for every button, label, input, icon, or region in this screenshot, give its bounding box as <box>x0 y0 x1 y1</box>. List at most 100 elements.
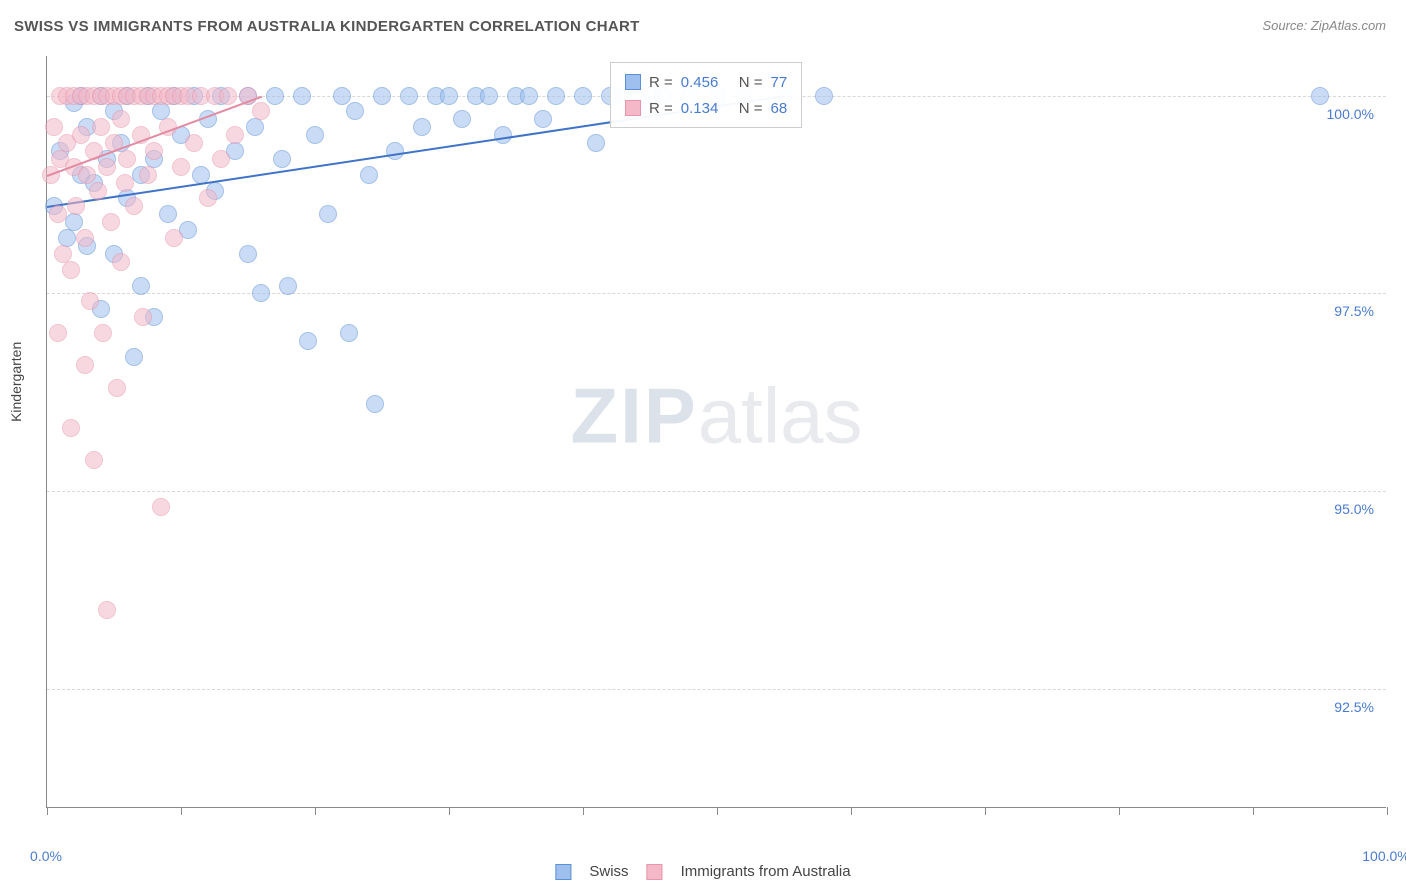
y-tick-label: 95.0% <box>1334 501 1374 517</box>
n-value-swiss: 77 <box>771 74 788 91</box>
data-point <box>98 601 116 619</box>
gridline <box>47 491 1386 492</box>
data-point <box>815 87 833 105</box>
data-point <box>547 87 565 105</box>
x-tick <box>1119 807 1120 815</box>
data-point <box>49 205 67 223</box>
data-point <box>346 102 364 120</box>
data-point <box>81 292 99 310</box>
bottom-swatch-swiss <box>555 864 571 880</box>
watermark-zip: ZIP <box>570 372 697 460</box>
data-point <box>273 150 291 168</box>
data-point <box>159 205 177 223</box>
bottom-label-immigrants: Immigrants from Australia <box>681 863 851 880</box>
data-point <box>246 118 264 136</box>
data-point <box>89 182 107 200</box>
data-point <box>360 166 378 184</box>
data-point <box>108 379 126 397</box>
data-point <box>94 324 112 342</box>
x-tick <box>1387 807 1388 815</box>
data-point <box>132 277 150 295</box>
stats-legend: R = 0.456 N = 77 R = 0.134 N = 68 <box>610 62 802 128</box>
data-point <box>112 110 130 128</box>
data-point <box>453 110 471 128</box>
n-label: N = <box>739 74 763 91</box>
data-point <box>49 324 67 342</box>
data-point <box>574 87 592 105</box>
x-tick <box>985 807 986 815</box>
bottom-label-swiss: Swiss <box>589 863 628 880</box>
data-point <box>299 332 317 350</box>
gridline <box>47 689 1386 690</box>
data-point <box>587 134 605 152</box>
data-point <box>92 118 110 136</box>
r-value-swiss: 0.456 <box>681 74 731 91</box>
data-point <box>116 174 134 192</box>
data-point <box>400 87 418 105</box>
data-point <box>494 126 512 144</box>
x-tick-label: 0.0% <box>30 848 62 864</box>
x-tick <box>47 807 48 815</box>
x-tick <box>315 807 316 815</box>
data-point <box>366 395 384 413</box>
data-point <box>340 324 358 342</box>
bottom-legend: Swiss Immigrants from Australia <box>555 863 850 880</box>
x-tick <box>851 807 852 815</box>
x-tick-label: 100.0% <box>1362 848 1406 864</box>
data-point <box>62 419 80 437</box>
x-tick <box>583 807 584 815</box>
x-tick <box>1253 807 1254 815</box>
data-point <box>226 126 244 144</box>
data-point <box>252 102 270 120</box>
stats-row-swiss: R = 0.456 N = 77 <box>625 69 787 95</box>
data-point <box>279 277 297 295</box>
r-label: R = <box>649 74 673 91</box>
data-point <box>85 451 103 469</box>
n-label-2: N = <box>739 100 763 117</box>
data-point <box>373 87 391 105</box>
stats-row-immigrants: R = 0.134 N = 68 <box>625 95 787 121</box>
data-point <box>76 356 94 374</box>
n-value-immigrants: 68 <box>771 100 788 117</box>
r-label-2: R = <box>649 100 673 117</box>
data-point <box>266 87 284 105</box>
data-point <box>139 166 157 184</box>
data-point <box>386 142 404 160</box>
x-tick <box>717 807 718 815</box>
data-point <box>319 205 337 223</box>
data-point <box>219 87 237 105</box>
data-point <box>239 245 257 263</box>
source-attribution: Source: ZipAtlas.com <box>1262 18 1386 33</box>
chart-title: SWISS VS IMMIGRANTS FROM AUSTRALIA KINDE… <box>14 18 640 35</box>
data-point <box>172 158 190 176</box>
data-point <box>165 229 183 247</box>
data-point <box>440 87 458 105</box>
watermark-atlas: atlas <box>698 372 863 460</box>
data-point <box>76 229 94 247</box>
plot-area: ZIPatlas 92.5%95.0%97.5%100.0% <box>46 56 1386 808</box>
y-tick-label: 97.5% <box>1334 303 1374 319</box>
data-point <box>72 126 90 144</box>
bottom-swatch-immigrants <box>647 864 663 880</box>
data-point <box>145 142 163 160</box>
data-point <box>98 158 116 176</box>
x-tick <box>449 807 450 815</box>
data-point <box>67 197 85 215</box>
y-tick-label: 100.0% <box>1327 106 1374 122</box>
y-axis-label: Kindergarten <box>8 342 24 422</box>
gridline <box>47 293 1386 294</box>
data-point <box>413 118 431 136</box>
data-point <box>118 150 136 168</box>
data-point <box>293 87 311 105</box>
x-tick <box>181 807 182 815</box>
swatch-immigrants <box>625 100 641 116</box>
data-point <box>306 126 324 144</box>
data-point <box>199 189 217 207</box>
data-point <box>152 498 170 516</box>
data-point <box>212 150 230 168</box>
data-point <box>520 87 538 105</box>
data-point <box>125 197 143 215</box>
data-point <box>78 166 96 184</box>
data-point <box>134 308 152 326</box>
data-point <box>125 348 143 366</box>
